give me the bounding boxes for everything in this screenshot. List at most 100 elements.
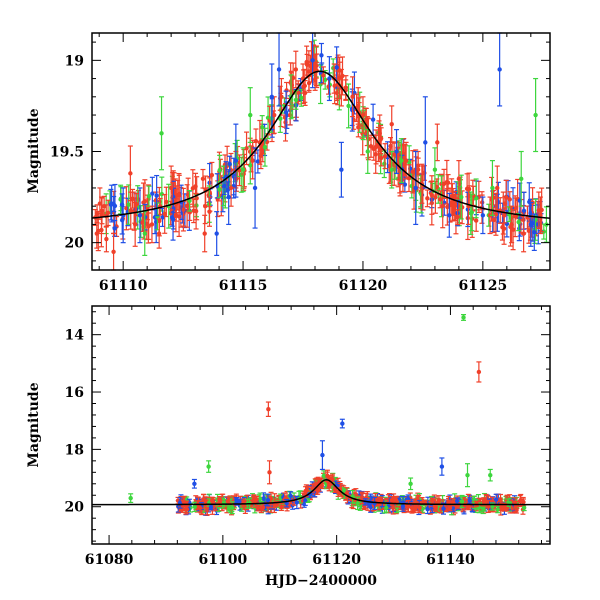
data-point-green (126, 184, 132, 225)
data-point (321, 73, 326, 78)
data-point-green (468, 191, 474, 236)
data-point (104, 236, 109, 242)
data-point-red (202, 214, 208, 253)
data-point (203, 203, 208, 209)
data-point-red (494, 165, 500, 211)
data-point-red (99, 196, 105, 235)
data-point (413, 185, 418, 191)
data-point (429, 192, 435, 198)
data-point (162, 211, 167, 217)
data-point-green (159, 96, 165, 171)
data-point-blue (326, 56, 332, 102)
data-point-green (247, 146, 253, 185)
data-point (378, 137, 383, 142)
data-point (533, 112, 538, 118)
data-point (193, 208, 199, 214)
data-point (217, 187, 222, 192)
data-point (128, 171, 133, 176)
data-point (221, 183, 227, 189)
data-point (502, 201, 508, 206)
data-point-red (206, 196, 212, 227)
data-point (388, 143, 393, 149)
data-point (445, 204, 450, 210)
data-point (339, 167, 344, 172)
data-point-green (247, 87, 253, 143)
data-point-red (162, 193, 168, 234)
data-point-red (509, 205, 515, 244)
data-point-green (217, 154, 223, 186)
data-point-red (105, 199, 111, 227)
data-point-red (350, 76, 356, 118)
data-point-green (518, 150, 524, 207)
data-point-blue (233, 123, 239, 198)
data-point (217, 168, 222, 173)
data-point (287, 113, 293, 118)
data-point (447, 213, 452, 218)
data-point (434, 184, 440, 190)
data-point (526, 228, 532, 234)
data-point-red (424, 189, 430, 208)
data-point (244, 146, 249, 151)
data-point (521, 208, 527, 213)
data-point (312, 67, 318, 72)
data-point (132, 222, 138, 227)
data-point-red (455, 209, 461, 226)
data-point-blue (226, 169, 232, 226)
data-point-blue (214, 211, 220, 257)
data-point-red (193, 192, 199, 230)
data-point-blue (531, 213, 537, 252)
data-point-blue (111, 195, 117, 213)
data-point-blue (413, 150, 419, 226)
data-point (425, 506, 430, 512)
data-point (528, 222, 534, 227)
data-point (502, 213, 507, 218)
data-point (334, 65, 339, 70)
data-point (532, 230, 537, 235)
data-point (370, 117, 376, 122)
data-point (170, 217, 176, 222)
data-point (105, 210, 111, 216)
y-tick-label: 20 (65, 236, 85, 252)
y-tick-label: 19.5 (50, 145, 84, 161)
data-point-red (132, 201, 138, 247)
data-point (155, 214, 160, 219)
data-point-blue (283, 90, 289, 135)
data-point-red (127, 145, 133, 202)
data-point (432, 167, 438, 172)
data-point-green (389, 150, 395, 189)
data-point-red (184, 184, 190, 228)
data-point (209, 172, 215, 178)
data-point (248, 112, 253, 118)
data-point (415, 167, 421, 172)
data-point (101, 204, 107, 209)
data-point-red (200, 168, 206, 189)
data-point (445, 180, 451, 185)
data-point (538, 213, 543, 218)
data-point (350, 94, 355, 99)
data-point-blue (338, 141, 344, 198)
data-point (507, 197, 512, 202)
data-point-green (298, 88, 304, 107)
data-point-blue (227, 155, 233, 173)
data-point-red (168, 165, 174, 211)
data-point-blue (170, 197, 176, 241)
data-point (326, 84, 331, 89)
data-point (377, 131, 382, 136)
data-point-red (250, 141, 256, 180)
data-point (455, 214, 460, 220)
data-point-green (346, 83, 352, 129)
data-point-red (429, 175, 435, 215)
data-point-green (142, 211, 148, 257)
data-point (94, 231, 99, 236)
x-tick-label: 61115 (219, 278, 268, 294)
data-point-blue (480, 196, 486, 235)
data-point (252, 185, 258, 191)
top-panel-model-curve (91, 70, 551, 220)
data-point (490, 185, 495, 191)
data-point (228, 185, 234, 191)
data-point (399, 158, 404, 163)
data-point (269, 94, 275, 100)
data-point (227, 161, 232, 167)
data-point (440, 203, 445, 209)
data-point (433, 195, 438, 200)
